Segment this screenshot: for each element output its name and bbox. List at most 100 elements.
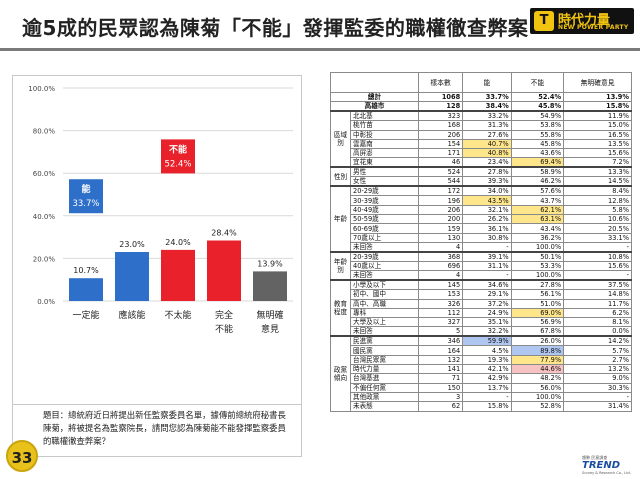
table-row: 時代力量 141 42.1% 44.6% 13.2% [331, 364, 632, 375]
x-category-label: 一定能 [72, 309, 99, 321]
bar [69, 278, 103, 301]
table-row: 雲嘉南 154 40.7% 45.8% 13.5% [331, 138, 632, 150]
table-cell-none: 11.7% [563, 298, 632, 309]
table-cell-can: 19.3% [462, 354, 512, 366]
table-cell-none: - [563, 391, 632, 403]
table-row: 區域別 北北基 323 33.2% 54.9% 11.9% [330, 110, 632, 168]
table-cell-can: 37.2% [462, 298, 512, 309]
table-cell-cannot: 44.6% [510, 364, 565, 375]
x-category-label: 應該能 [118, 309, 145, 321]
table-row: 桃竹苗 168 31.3% 53.8% 15.0% [331, 120, 632, 131]
table-cell-n: 368 [417, 251, 464, 262]
party-logo-mark-icon: T [534, 11, 554, 31]
table-row: 台灣基進 71 42.9% 48.2% 9.0% [331, 373, 632, 384]
table-cell-n: 130 [417, 232, 464, 243]
table-cell-can: 26.2% [462, 214, 512, 225]
table-header-cell: 樣本數 [417, 72, 464, 93]
row-label: 總計 [330, 91, 419, 103]
row-label: 專科 [350, 307, 419, 319]
row-label: 大學及以上 [350, 317, 419, 328]
table-cell-cannot: 57.6% [510, 185, 565, 197]
table-cell-cannot: 100.0% [510, 270, 565, 281]
row-label: 高中、高職 [350, 298, 419, 309]
table-cell-n: 154 [417, 138, 464, 150]
bar [161, 249, 195, 301]
table-header-cell: 不能 [510, 72, 565, 93]
x-category-label: 完全 [215, 309, 233, 321]
table-cell-none: 31.4% [563, 401, 632, 412]
stack-total-value: 33.7% [72, 199, 99, 209]
page-title: 逾5成的民眾認為陳菊「不能」發揮監委的職權徹查弊案 [22, 16, 529, 40]
table-cell-cannot: 69.4% [510, 157, 565, 168]
table-cell-cannot: 56.9% [510, 317, 565, 328]
table-cell-none: - [563, 241, 632, 253]
table-cell-cannot: 51.0% [510, 298, 565, 309]
table-cell-cannot: 43.4% [510, 223, 565, 234]
table-cell-cannot: 45.8% [510, 101, 565, 112]
row-label: 未回答 [350, 326, 419, 337]
table-row: 專科 112 24.9% 69.0% 6.2% [331, 307, 632, 319]
table-cell-can: 32.1% [462, 204, 512, 216]
table-cell-can: 33.7% [462, 91, 512, 103]
table-row: 50-59歲 200 26.2% 63.1% 10.6% [331, 214, 632, 225]
table-row: 國民黨 164 4.5% 89.8% 5.7% [331, 345, 632, 356]
table-cell-cannot: 43.6% [510, 148, 565, 159]
y-tick-label: 80.0% [33, 128, 56, 136]
x-category-label: 無明確 [256, 309, 283, 321]
table-cell-n: 71 [417, 373, 464, 384]
table-row: 高中、高職 326 37.2% 51.0% 11.7% [331, 298, 632, 309]
table-cell-can: 34.0% [462, 185, 512, 197]
table-cell-cannot: 50.1% [510, 251, 565, 262]
table-cell-n: 145 [417, 279, 464, 291]
y-tick-label: 20.0% [33, 255, 56, 263]
row-label: 40-49歲 [350, 204, 419, 216]
table-cell-n: 200 [417, 214, 464, 225]
table-cell-can: 39.1% [462, 251, 512, 262]
question-text: 題目：總統府近日將提出新任監察委員名單，據傳前總統府秘書長陳菊，將被提名為監察院… [12, 405, 302, 457]
table-row: 未表態 62 15.8% 52.8% 31.4% [331, 401, 632, 412]
table-cell-n: 544 [417, 176, 464, 187]
table-cell-can: 36.1% [462, 223, 512, 234]
bar-value-label: 10.7% [73, 266, 99, 275]
table-cell-none: 0.0% [563, 326, 632, 337]
table-cell-n: 1068 [417, 91, 464, 103]
table-cell-n: 327 [417, 317, 464, 328]
table-cell-cannot: 26.0% [510, 335, 565, 347]
trend-logo-main: TREND [582, 460, 621, 471]
table-cell-can: 30.8% [462, 232, 512, 243]
header-divider [0, 48, 640, 51]
table-cell-can: 27.8% [462, 166, 512, 178]
table-cell-cannot: 100.0% [510, 241, 565, 253]
row-group-label: 教育程度 [330, 279, 351, 337]
row-label: 時代力量 [350, 364, 419, 375]
crosstab-panel: 樣本數能不能 無明確意見 總計 1068 33.7% 52.4% 13.9% 高雄市 128 38… [330, 72, 632, 457]
table-cell-cannot: 67.8% [510, 326, 565, 337]
table-cell-none: 15.6% [563, 148, 632, 159]
row-label: 桃竹苗 [350, 120, 419, 131]
row-label: 中彰投 [350, 129, 419, 140]
table-cell-can: 4.5% [462, 345, 512, 356]
table-cell-n: 524 [417, 166, 464, 178]
table-row: 不偏任何黨 150 13.7% 56.0% 30.3% [331, 382, 632, 393]
bar [253, 271, 287, 301]
table-cell-n: 206 [417, 204, 464, 216]
table-cell-cannot: 77.9% [510, 354, 565, 366]
table-cell-cannot: 89.8% [510, 345, 565, 356]
table-cell-can: - [462, 241, 512, 253]
stack-total-label: 不能 [169, 143, 187, 155]
table-header-row: 樣本數能不能 無明確意見 [330, 72, 632, 93]
stack-total-label: 能 [81, 183, 90, 195]
table-row: 其他政黨 3-100.0% - [331, 391, 632, 403]
stack-total-box [161, 139, 195, 174]
table-cell-can: 43.5% [462, 195, 512, 206]
party-logo-subtitle: NEW POWER PARTY [558, 24, 629, 31]
table-row: 40歲以上 696 31.1% 53.3% 15.6% [331, 260, 632, 272]
table-cell-can: 40.8% [462, 148, 512, 159]
row-label: 40歲以上 [350, 260, 419, 272]
y-tick-label: 40.0% [33, 213, 56, 221]
table-cell-cannot: 46.2% [510, 176, 565, 187]
table-cell-none: 13.5% [563, 138, 632, 150]
table-cell-can: 29.1% [462, 289, 512, 300]
table-cell-none: 9.0% [563, 373, 632, 384]
table-row: 高屏澎 171 40.8% 43.6% 15.6% [331, 148, 632, 159]
